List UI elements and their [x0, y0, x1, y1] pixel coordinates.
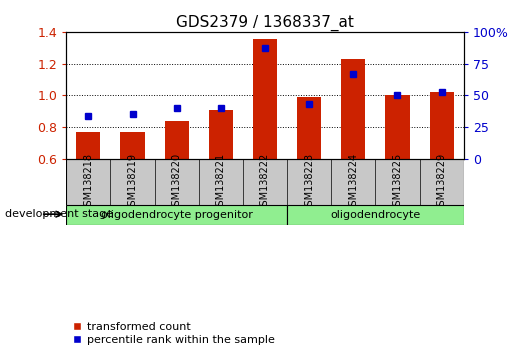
- Bar: [243, 159, 287, 205]
- Title: GDS2379 / 1368337_at: GDS2379 / 1368337_at: [176, 14, 354, 30]
- Text: oligodendrocyte progenitor: oligodendrocyte progenitor: [101, 210, 253, 220]
- Bar: [385, 95, 410, 159]
- Text: development stage: development stage: [5, 209, 113, 219]
- Text: GSM138221: GSM138221: [216, 153, 226, 212]
- Text: GSM138218: GSM138218: [83, 153, 93, 212]
- Bar: [209, 110, 233, 159]
- Bar: [66, 159, 110, 205]
- Bar: [375, 159, 420, 205]
- Bar: [164, 121, 189, 159]
- Bar: [429, 92, 454, 159]
- Text: GSM138223: GSM138223: [304, 153, 314, 212]
- Bar: [199, 159, 243, 205]
- Bar: [420, 159, 464, 205]
- Legend: transformed count, percentile rank within the sample: transformed count, percentile rank withi…: [72, 322, 275, 345]
- Text: GSM138225: GSM138225: [393, 153, 402, 212]
- Bar: [76, 132, 101, 159]
- Bar: [66, 205, 287, 225]
- Text: GSM138222: GSM138222: [260, 153, 270, 212]
- Bar: [253, 39, 277, 159]
- Bar: [287, 205, 464, 225]
- Text: GSM138219: GSM138219: [128, 153, 137, 212]
- Bar: [155, 159, 199, 205]
- Bar: [331, 159, 375, 205]
- Bar: [110, 159, 155, 205]
- Text: GSM138220: GSM138220: [172, 153, 182, 212]
- Text: oligodendrocyte: oligodendrocyte: [330, 210, 420, 220]
- Text: GSM138229: GSM138229: [437, 153, 447, 212]
- Bar: [287, 159, 331, 205]
- Bar: [297, 97, 321, 159]
- Bar: [341, 59, 366, 159]
- Text: GSM138224: GSM138224: [348, 153, 358, 212]
- Bar: [120, 132, 145, 159]
